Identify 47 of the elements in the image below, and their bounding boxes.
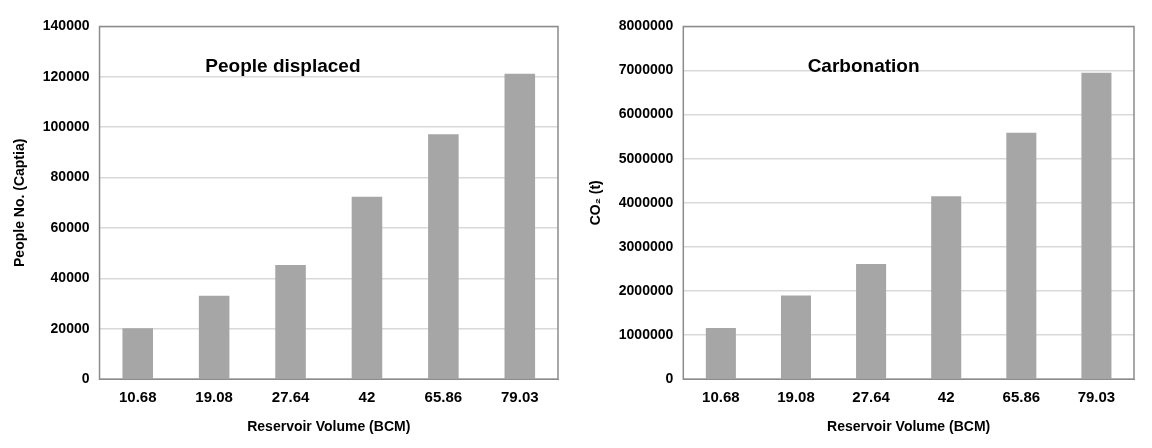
- text: Carbonation: [807, 54, 920, 76]
- bar: [122, 328, 154, 379]
- x-tick-label: 42: [937, 388, 955, 406]
- y-tick-label: 5000000: [618, 149, 674, 166]
- bar: [198, 295, 230, 379]
- x-tick-label: 79.03: [501, 388, 539, 406]
- x-axis-title: Reservoir Volume (BCM): [827, 418, 991, 435]
- x-tick-label: 19.08: [777, 388, 815, 406]
- bar: [1081, 72, 1112, 379]
- text: People displaced: [205, 54, 361, 76]
- y-tick-label: 0: [81, 370, 90, 387]
- y-axis-title: People No. (Captia): [11, 138, 28, 267]
- bar: [275, 265, 306, 379]
- y-tick-label: 40000: [50, 269, 90, 286]
- bar: [856, 264, 887, 379]
- y-tick-label: 120000: [42, 67, 90, 84]
- y-tick-label: 100000: [42, 118, 90, 135]
- bar: [504, 73, 536, 379]
- y-tick-label: 2000000: [618, 281, 674, 298]
- x-tick-label: 10.68: [118, 388, 157, 406]
- x-tick-label: 10.68: [702, 388, 740, 406]
- y-tick-label: 7000000: [618, 61, 674, 78]
- bar: [351, 196, 383, 379]
- bar: [705, 328, 736, 379]
- y-axis-title: CO₂ (t): [587, 180, 604, 226]
- bar: [1006, 132, 1037, 379]
- y-tick-label: 20000: [50, 319, 90, 336]
- x-tick-label: 65.86: [424, 388, 463, 406]
- y-tick-label: 8000000: [618, 17, 674, 34]
- x-tick-label: 27.64: [271, 388, 310, 406]
- y-tick-label: 6000000: [618, 105, 674, 122]
- bar: [780, 295, 811, 379]
- x-tick-label: 79.03: [1077, 388, 1116, 406]
- y-tick-label: 140000: [42, 17, 90, 34]
- x-tick-label: 65.86: [1002, 388, 1041, 406]
- bar: [428, 134, 459, 379]
- y-tick-label: 80000: [50, 168, 90, 185]
- y-tick-label: 3000000: [618, 237, 674, 254]
- y-tick-label: 4000000: [618, 193, 674, 210]
- y-tick-label: 60000: [50, 218, 90, 235]
- x-axis-title: Reservoir Volume (BCM): [247, 418, 411, 435]
- x-tick-label: 27.64: [852, 388, 891, 406]
- bar: [931, 196, 962, 379]
- x-tick-label: 19.08: [195, 388, 233, 406]
- y-tick-label: 1000000: [618, 325, 674, 342]
- y-tick-label: 0: [665, 370, 674, 387]
- x-tick-label: 42: [358, 388, 376, 406]
